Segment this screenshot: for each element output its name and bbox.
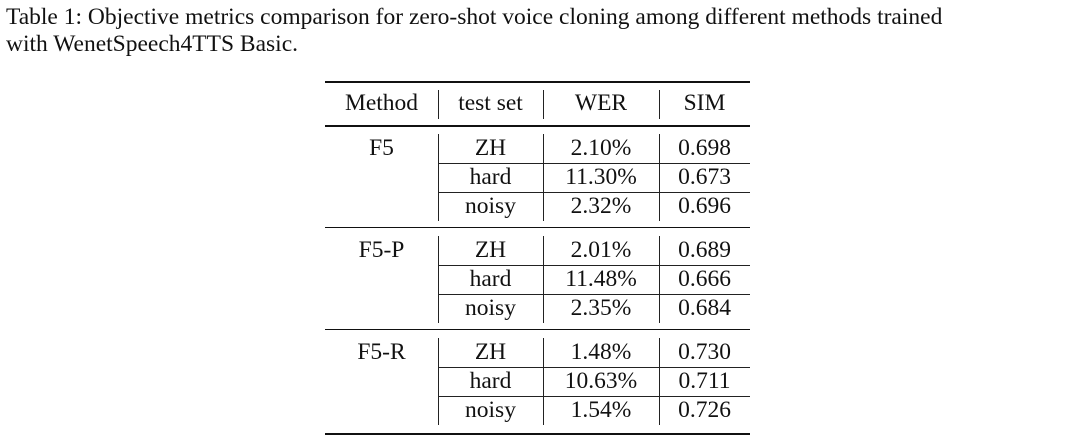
column-divider <box>659 236 660 323</box>
top-rule <box>325 81 750 83</box>
caption-line-1: Table 1: Objective metrics comparison fo… <box>6 4 943 30</box>
method-cell: F5-R <box>357 339 406 365</box>
header-rule <box>325 125 750 127</box>
column-divider <box>543 134 544 221</box>
test-set-cell: hard <box>469 368 512 394</box>
caption-line-2: with WenetSpeech4TTS Basic. <box>6 31 299 57</box>
test-set-cell: ZH <box>474 135 507 161</box>
sim-cell: 0.730 <box>678 339 731 365</box>
method-cell: F5 <box>369 135 394 161</box>
sim-cell: 0.726 <box>678 397 731 423</box>
column-divider <box>438 338 439 425</box>
sim-cell: 0.673 <box>678 164 731 190</box>
wer-cell: 2.10% <box>570 135 632 161</box>
row-divider <box>438 294 750 295</box>
test-set-cell: noisy <box>465 193 516 219</box>
sim-cell: 0.696 <box>678 193 731 219</box>
column-divider <box>543 90 544 119</box>
wer-cell: 10.63% <box>564 368 638 394</box>
test-set-cell: hard <box>469 266 512 292</box>
column-header: test set <box>458 90 523 116</box>
wer-cell: 2.01% <box>570 237 632 263</box>
sim-cell: 0.666 <box>678 266 731 292</box>
method-cell: F5-P <box>358 237 405 263</box>
test-set-cell: hard <box>469 164 512 190</box>
column-divider <box>543 338 544 425</box>
column-header: SIM <box>683 90 726 116</box>
wer-cell: 2.35% <box>570 295 632 321</box>
row-divider <box>438 163 750 164</box>
wer-cell: 11.30% <box>565 164 637 190</box>
table-caption: Table 1: Objective metrics comparison fo… <box>6 4 1080 58</box>
row-divider <box>438 192 750 193</box>
wer-cell: 1.54% <box>570 397 632 423</box>
column-divider <box>659 90 660 119</box>
group-rule <box>325 227 750 228</box>
bottom-rule <box>325 433 750 435</box>
wer-cell: 11.48% <box>565 266 637 292</box>
wer-cell: 2.32% <box>570 193 632 219</box>
column-divider <box>438 90 439 119</box>
test-set-cell: ZH <box>474 339 507 365</box>
wer-cell: 1.48% <box>570 339 632 365</box>
column-header: WER <box>574 90 628 116</box>
column-divider <box>659 338 660 425</box>
test-set-cell: noisy <box>465 295 516 321</box>
sim-cell: 0.711 <box>678 368 731 394</box>
test-set-cell: noisy <box>465 397 516 423</box>
row-divider <box>438 265 750 266</box>
test-set-cell: ZH <box>474 237 507 263</box>
column-divider <box>438 236 439 323</box>
row-divider <box>438 396 750 397</box>
row-divider <box>438 367 750 368</box>
column-divider <box>543 236 544 323</box>
results-table: Method test set WER SIM F5 ZH 2.10% 0.698 hard 11… <box>325 81 750 436</box>
column-header: Method <box>344 90 419 116</box>
column-divider <box>438 134 439 221</box>
sim-cell: 0.689 <box>678 237 731 263</box>
column-divider <box>659 134 660 221</box>
sim-cell: 0.698 <box>678 135 731 161</box>
sim-cell: 0.684 <box>678 295 731 321</box>
group-rule <box>325 329 750 330</box>
